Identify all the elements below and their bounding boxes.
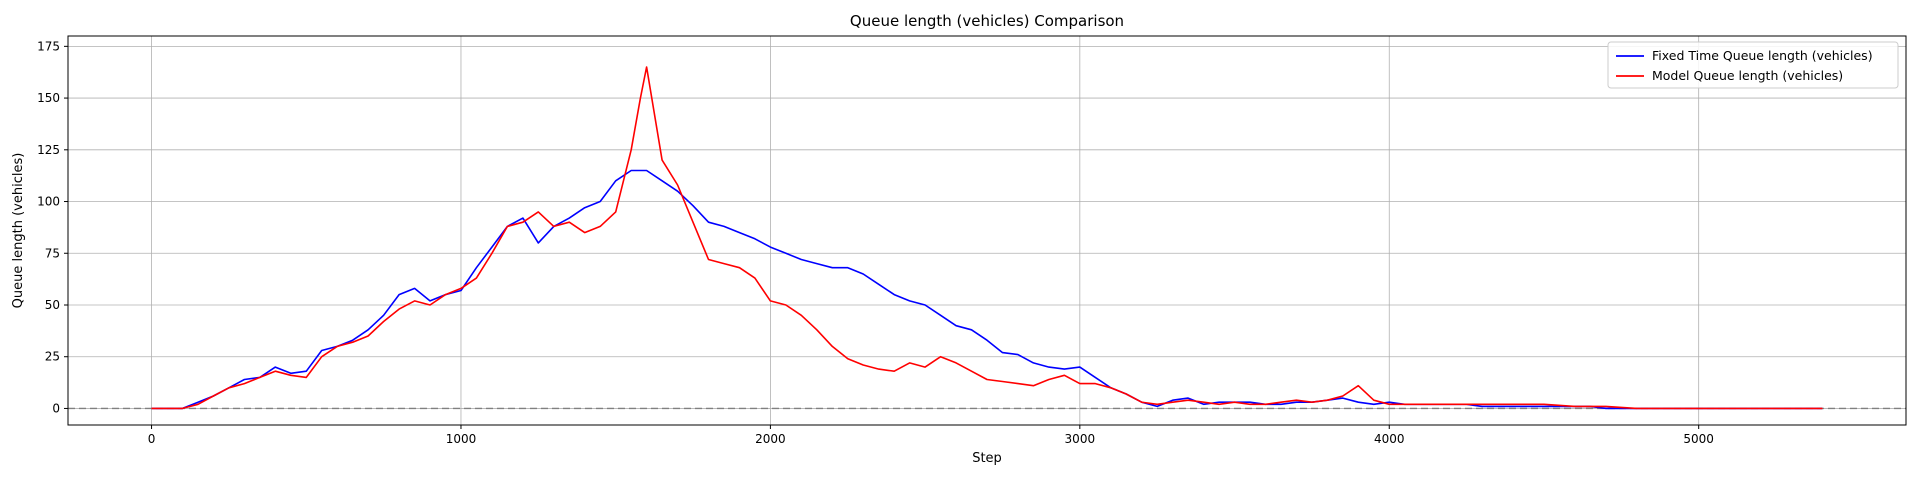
legend: Fixed Time Queue length (vehicles) Model… — [1607, 41, 1899, 89]
y-axis-ticks: 0 25 50 75 100 125 150 175 — [37, 39, 68, 415]
legend-label-model: Model Queue length (vehicles) — [1652, 68, 1843, 83]
y-tick-label: 125 — [37, 143, 60, 157]
series-line-fixed-time — [151, 169, 1823, 410]
x-tick-label: 2000 — [755, 432, 786, 446]
y-tick-label: 100 — [37, 195, 60, 209]
legend-box — [1607, 41, 1899, 89]
y-tick-label: 0 — [52, 401, 60, 415]
y-tick-label: 150 — [37, 91, 60, 105]
x-tick-label: 3000 — [1065, 432, 1096, 446]
chart-title: Queue length (vehicles) Comparison — [850, 12, 1124, 30]
plot-frame — [67, 35, 1907, 426]
y-tick-label: 25 — [45, 350, 60, 364]
y-tick-label: 75 — [45, 246, 60, 260]
y-axis-label: Queue length (vehicles) — [11, 153, 26, 309]
y-tick-label: 50 — [45, 298, 60, 312]
series-line-model — [151, 66, 1823, 410]
x-axis-ticks: 0 1000 2000 3000 4000 5000 — [148, 425, 1714, 446]
series-layer — [151, 66, 1823, 410]
x-tick-label: 1000 — [446, 432, 477, 446]
x-tick-label: 5000 — [1683, 432, 1714, 446]
x-axis-label: Step — [972, 451, 1002, 466]
y-tick-label: 175 — [37, 39, 60, 53]
grid — [68, 36, 1906, 425]
legend-label-fixed-time: Fixed Time Queue length (vehicles) — [1652, 48, 1873, 63]
x-tick-label: 4000 — [1374, 432, 1405, 446]
x-tick-label: 0 — [148, 432, 156, 446]
